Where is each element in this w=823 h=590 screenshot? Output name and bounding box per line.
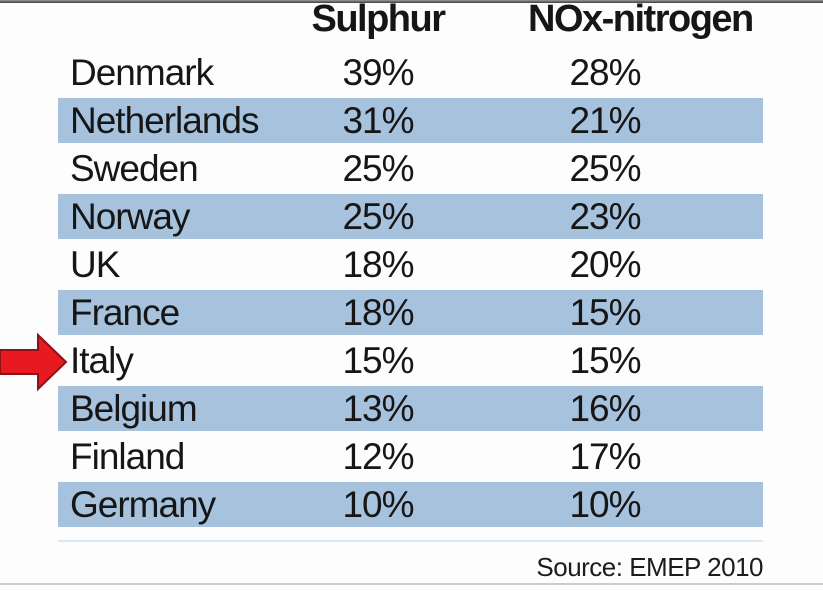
country-cell: Norway: [70, 196, 190, 237]
nox-value-cell: 28%: [569, 52, 641, 93]
empty-band-remnant: [58, 540, 763, 542]
table-row: UK 18% 20%: [58, 242, 763, 287]
sulphur-value-cell: 18%: [342, 244, 414, 285]
nox-value-cell: 21%: [569, 100, 641, 141]
country-cell: Germany: [70, 484, 216, 525]
country-cell: Sweden: [70, 148, 199, 189]
nox-value-cell: 15%: [569, 292, 641, 333]
country-cell: Netherlands: [70, 100, 260, 141]
table-row: Norway 25% 23%: [58, 194, 763, 239]
sulphur-value-cell: 15%: [342, 340, 414, 381]
country-cell: Denmark: [70, 52, 214, 93]
top-rule: [0, 0, 823, 3]
table-row: Finland 12% 17%: [58, 434, 763, 479]
country-cell: France: [70, 292, 180, 333]
column-header-sulphur: Sulphur: [311, 0, 446, 40]
nox-value-cell: 15%: [569, 340, 641, 381]
table-row: Denmark 39% 28%: [58, 50, 763, 95]
country-cell: Italy: [70, 340, 134, 381]
sulphur-value-cell: 12%: [342, 436, 414, 477]
bottom-rule: [0, 583, 823, 585]
country-cell: Belgium: [70, 388, 198, 429]
sulphur-value-cell: 13%: [342, 388, 414, 429]
table-row: Sweden 25% 25%: [58, 146, 763, 191]
sulphur-value-cell: 39%: [342, 52, 414, 93]
sulphur-value-cell: 25%: [342, 196, 414, 237]
sulphur-value-cell: 25%: [342, 148, 414, 189]
table-row: Netherlands 31% 21%: [58, 98, 763, 143]
country-cell: Finland: [70, 436, 185, 477]
sulphur-value-cell: 10%: [342, 484, 414, 525]
table-row: Belgium 13% 16%: [58, 386, 763, 431]
nox-value-cell: 20%: [569, 244, 641, 285]
red-arrow-pointing-italy: [0, 332, 68, 392]
nox-value-cell: 23%: [569, 196, 641, 237]
nox-value-cell: 10%: [569, 484, 641, 525]
table-row: France 18% 15%: [58, 290, 763, 335]
nox-value-cell: 25%: [569, 148, 641, 189]
sulphur-value-cell: 18%: [342, 292, 414, 333]
column-header-nox: NOx-nitrogen: [528, 0, 754, 40]
nox-value-cell: 16%: [569, 388, 641, 429]
table-header-row: Sulphur NOx-nitrogen: [58, 0, 763, 38]
nox-value-cell: 17%: [569, 436, 641, 477]
country-cell: UK: [70, 244, 120, 285]
table-row: Germany 10% 10%: [58, 482, 763, 527]
sulphur-value-cell: 31%: [342, 100, 414, 141]
source-attribution: Source: EMEP 2010: [536, 552, 763, 582]
pollution-table-body: Denmark 39% 28% Netherlands 31% 21% Swed…: [58, 50, 763, 530]
table-row: Italy 15% 15%: [58, 338, 763, 383]
